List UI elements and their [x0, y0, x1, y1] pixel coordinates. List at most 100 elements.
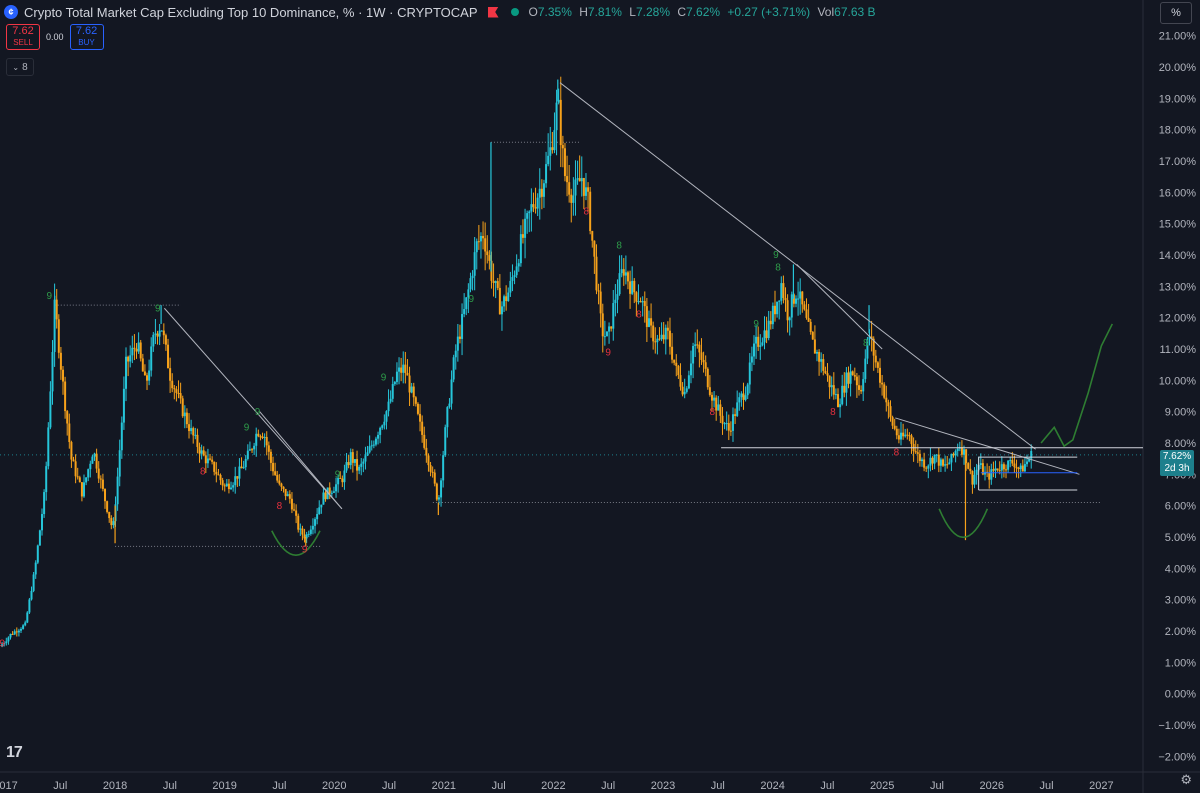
candle-body [566, 176, 569, 183]
candle-body [832, 385, 835, 395]
candle-body [727, 423, 730, 431]
candle-body [891, 417, 894, 426]
candle-body [864, 358, 867, 380]
y-tick-label: 13.00% [1159, 281, 1197, 293]
unit-button[interactable]: % [1160, 2, 1192, 24]
candle-body [1026, 461, 1029, 465]
gear-icon[interactable]: ⚙ [1180, 772, 1192, 787]
candle-body [269, 451, 272, 463]
candle-body [763, 330, 766, 343]
candle-body [400, 367, 403, 373]
candle-body [782, 283, 785, 298]
x-tick-label: Jul [382, 780, 396, 792]
candle-body [534, 207, 537, 209]
symbol-logo-icon[interactable]: ¢ [4, 5, 18, 19]
trendline [164, 307, 343, 510]
candle-body [494, 281, 497, 283]
candle-body [734, 414, 737, 416]
td-sequential-marker: 8 [775, 263, 781, 274]
candle-body [467, 289, 470, 298]
candle-body [402, 364, 405, 373]
candle-body [488, 255, 491, 261]
buy-button[interactable]: 7.62 BUY [69, 24, 104, 50]
td-sequential-marker: 9 [753, 319, 759, 330]
candle-body [660, 334, 663, 339]
tradingview-logo-icon[interactable]: 17 [6, 744, 23, 761]
candle-body [799, 291, 802, 299]
candle-body [1000, 464, 1003, 471]
candle-body [652, 325, 655, 342]
candle-body [643, 301, 646, 307]
candle-body [225, 483, 228, 487]
candle-body [183, 412, 186, 417]
candle-body [200, 450, 203, 454]
candle-body [280, 483, 283, 487]
candle-body [215, 471, 218, 475]
candle-body [601, 313, 604, 337]
candle-body [881, 382, 884, 385]
candle-body [293, 509, 296, 511]
candle-body [935, 454, 938, 456]
candle-body [482, 235, 485, 239]
candle-body [717, 404, 720, 411]
candle-body [702, 359, 705, 363]
td-sequential-marker: 9 [605, 347, 611, 358]
candle-body [15, 631, 18, 633]
candle-body [9, 633, 12, 638]
candle-body [349, 452, 352, 466]
candle-body [834, 394, 837, 396]
candle-body [374, 438, 377, 445]
candle-body [857, 385, 860, 390]
candle-body [410, 386, 413, 393]
candle-body [498, 287, 501, 315]
indicator-toggle-button[interactable]: ⌄ 8 [6, 58, 34, 76]
td-sequential-marker: 9 [155, 303, 161, 314]
x-tick-label: Jul [930, 780, 944, 792]
candle-body [771, 305, 774, 325]
candle-body [246, 450, 249, 459]
candle-body [330, 492, 333, 494]
candle-body [599, 291, 602, 314]
candle-body [893, 425, 896, 429]
candle-body [43, 492, 46, 515]
candle-body [395, 371, 398, 382]
candle-body [952, 453, 955, 456]
candle-body [288, 494, 291, 499]
candle-body [692, 345, 695, 364]
candle-body [883, 384, 886, 398]
candle-body [196, 434, 199, 447]
x-tick-label: 2021 [432, 780, 456, 792]
flag-icon[interactable] [487, 6, 499, 18]
x-tick-label: 2017 [0, 780, 18, 792]
candle-body [631, 280, 634, 294]
candle-body [414, 397, 417, 404]
candle-body [425, 447, 428, 456]
candle-body [479, 235, 482, 242]
open-value: 7.35% [537, 5, 572, 19]
candle-body [343, 470, 346, 483]
candle-body [89, 463, 92, 470]
candle-body [131, 347, 134, 356]
candle-body [704, 362, 707, 369]
candle-body [841, 385, 844, 405]
candle-body [120, 422, 123, 451]
candle-body [448, 403, 451, 408]
candle-body [261, 436, 264, 438]
candle-body [612, 303, 615, 329]
candle-body [620, 269, 623, 274]
bottom-arc [938, 508, 989, 539]
candle-body [95, 453, 98, 469]
candle-body [22, 625, 25, 629]
candle-body [517, 263, 520, 267]
candle-body [72, 459, 75, 462]
candle-body [419, 413, 422, 422]
candle-body [683, 391, 686, 395]
candle-body [87, 469, 90, 478]
candle-body [244, 458, 247, 468]
symbol-title[interactable]: Crypto Total Market Cap Excluding Top 10… [24, 4, 478, 20]
candle-body [135, 348, 138, 352]
sell-button[interactable]: 7.62 SELL [6, 24, 40, 50]
candle-body [677, 365, 680, 376]
candle-body [851, 371, 854, 375]
